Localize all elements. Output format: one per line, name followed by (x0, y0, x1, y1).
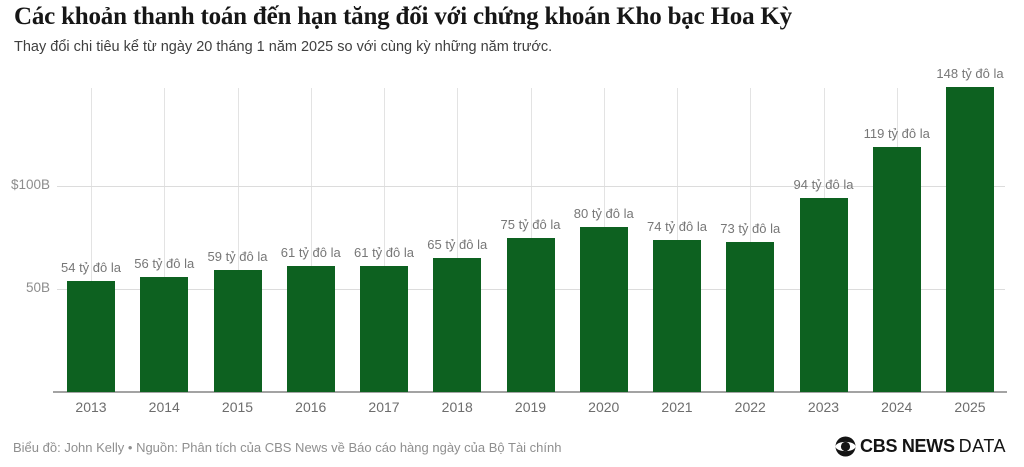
bar-value-label: 61 tỷ đô la (280, 245, 341, 261)
bar (213, 270, 262, 392)
x-axis-year-label: 2024 (881, 399, 913, 415)
bar (67, 280, 115, 392)
bar-value-label: 119 tỷ đô la (863, 125, 930, 141)
bar-value-label: 74 tỷ đô la (647, 218, 707, 234)
y-axis-tick-label: $100B (10, 177, 50, 192)
bar-value-label: 65 tỷ đô la (427, 237, 488, 253)
bar (579, 227, 628, 392)
vertical-gridline (384, 88, 385, 392)
bar (360, 266, 408, 392)
vertical-gridline (91, 88, 92, 392)
bar (799, 198, 848, 392)
bar (286, 266, 335, 392)
x-axis-baseline (53, 391, 1007, 393)
vertical-gridline (457, 88, 459, 392)
x-axis-year-label: 2023 (807, 399, 840, 415)
x-axis-year-label: 2022 (734, 399, 766, 415)
vertical-gridline (750, 88, 752, 392)
cbs-news-data-logo: CBS NEWS DATA (835, 436, 1006, 457)
page-title: Các khoản thanh toán đến hạn tăng đối vớ… (14, 3, 792, 30)
x-axis-year-label: 2025 (954, 399, 986, 415)
cbs-eye-icon (835, 436, 856, 457)
x-axis-year-label: 2013 (75, 399, 107, 415)
vertical-gridline (164, 88, 166, 392)
chart-subtitle: Thay đổi chi tiêu kể từ ngày 20 tháng 1 … (14, 39, 553, 55)
bar-value-label: 75 tỷ đô la (500, 216, 561, 232)
x-axis-year-label: 2019 (514, 399, 547, 415)
bar (433, 258, 482, 392)
bar-value-label: 148 tỷ đô la (936, 66, 1004, 82)
chart-credit: Biểu đồ: John Kelly • Nguồn: Phân tích c… (13, 440, 562, 455)
bar (946, 87, 994, 392)
bar (726, 241, 775, 392)
x-axis-year-label: 2020 (588, 399, 620, 415)
bar (506, 237, 555, 392)
x-axis-year-label: 2014 (148, 399, 180, 415)
x-axis-year-label: 2015 (221, 399, 254, 415)
y-axis-tick-label: 50B (25, 280, 50, 295)
x-axis-year-label: 2017 (368, 399, 400, 415)
bar (140, 276, 189, 392)
horizontal-gridline (57, 186, 1005, 187)
bar-value-label: 59 tỷ đô la (207, 249, 268, 265)
x-axis-year-label: 2016 (295, 399, 327, 415)
bar-value-label: 61 tỷ đô la (354, 245, 414, 261)
x-axis-year-label: 2018 (441, 399, 473, 415)
bar-value-label: 56 tỷ đô la (134, 255, 195, 271)
bar-value-label: 80 tỷ đô la (573, 206, 634, 222)
vertical-gridline (237, 88, 239, 392)
bar-value-label: 54 tỷ đô la (61, 259, 121, 275)
bar-value-label: 94 tỷ đô la (793, 177, 854, 193)
vertical-gridline (310, 88, 312, 392)
x-axis-year-label: 2021 (661, 399, 693, 415)
logo-brand-bold: CBS NEWS (860, 436, 955, 456)
bar (872, 146, 921, 392)
bar (653, 239, 701, 392)
logo-brand-light: DATA (958, 436, 1006, 456)
bar-value-label: 73 tỷ đô la (720, 220, 781, 236)
